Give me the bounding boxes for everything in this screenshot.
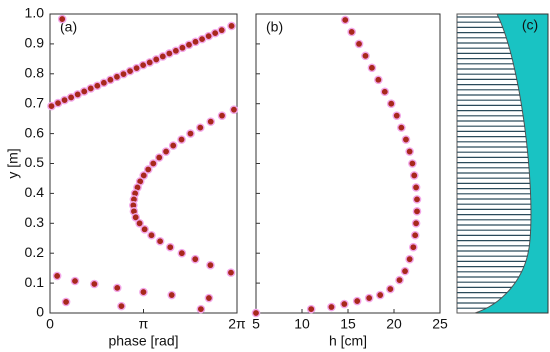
data-point xyxy=(386,99,396,108)
data-point xyxy=(140,224,149,234)
y-tick-label: 0.1 xyxy=(25,274,45,290)
data-point xyxy=(401,135,411,144)
data-point xyxy=(386,284,395,294)
data-point xyxy=(340,15,350,25)
data-point xyxy=(161,147,171,156)
y-tick-label: 0.6 xyxy=(25,124,45,140)
data-point xyxy=(340,299,349,309)
data-point xyxy=(375,290,385,300)
data-point xyxy=(117,301,126,311)
data-point xyxy=(395,275,404,285)
x-tick-label: 25 xyxy=(432,316,448,332)
data-point xyxy=(217,111,227,120)
data-point xyxy=(411,218,421,228)
data-point xyxy=(147,230,156,240)
data-point xyxy=(411,183,421,192)
data-point xyxy=(405,147,414,156)
data-point xyxy=(227,21,236,31)
data-point xyxy=(306,304,316,314)
data-point xyxy=(196,304,206,314)
x-tick-label: 5 xyxy=(252,316,260,332)
y-tick-label: 0.5 xyxy=(25,154,45,170)
data-point xyxy=(70,276,80,286)
data-point xyxy=(380,87,390,97)
x-tick-label: 0 xyxy=(46,316,54,332)
data-point xyxy=(392,111,402,120)
y-tick-label: 0.4 xyxy=(25,184,45,200)
data-point xyxy=(397,123,406,132)
data-point xyxy=(195,123,205,132)
data-point xyxy=(206,117,216,126)
data-point xyxy=(251,308,261,318)
x-axis-label: phase [rad] xyxy=(108,333,178,349)
panel-label: (c) xyxy=(522,17,538,33)
data-point xyxy=(409,171,419,180)
x-tick-label: 15 xyxy=(340,316,356,332)
y-tick-label: 0 xyxy=(36,304,44,320)
data-point xyxy=(148,159,158,168)
data-point xyxy=(327,302,336,312)
data-point xyxy=(204,293,214,303)
data-point xyxy=(61,297,71,307)
data-point xyxy=(139,287,148,297)
x-tick-label: 20 xyxy=(386,316,402,332)
data-point xyxy=(374,75,383,85)
y-tick-label: 0.2 xyxy=(25,244,45,260)
data-point xyxy=(364,293,374,303)
data-point xyxy=(410,230,420,240)
y-tick-label: 1.0 xyxy=(25,5,45,21)
x-tick-label: 10 xyxy=(294,316,310,332)
x-tick-label: 2π xyxy=(228,316,246,332)
data-point xyxy=(143,165,153,174)
y-axis-label: y [m] xyxy=(5,148,21,178)
data-point xyxy=(405,254,414,264)
data-point xyxy=(167,290,177,300)
data-point xyxy=(352,296,362,306)
data-point xyxy=(57,14,67,24)
x-tick-label: π xyxy=(139,316,149,332)
data-point xyxy=(400,266,410,276)
data-point xyxy=(354,39,364,49)
data-point xyxy=(217,25,227,35)
data-point xyxy=(112,283,122,293)
y-tick-label: 0.9 xyxy=(25,35,45,51)
data-point xyxy=(190,254,200,264)
data-point xyxy=(226,268,236,277)
data-point xyxy=(154,153,164,162)
data-point xyxy=(347,27,356,37)
data-point xyxy=(131,213,141,222)
data-point xyxy=(409,242,418,252)
data-point xyxy=(135,218,144,228)
data-point xyxy=(165,242,175,252)
data-point xyxy=(168,141,178,150)
x-axis-label: h [cm] xyxy=(329,333,367,349)
data-point xyxy=(52,271,62,281)
panel-c-profile xyxy=(456,13,532,314)
panel-label: (b) xyxy=(266,19,283,35)
y-tick-label: 0.8 xyxy=(25,65,45,81)
y-tick-label: 0.3 xyxy=(25,214,45,230)
data-point xyxy=(177,248,187,258)
y-tick-label: 0.7 xyxy=(25,94,45,110)
data-point xyxy=(90,279,99,289)
data-point xyxy=(186,129,195,138)
data-point xyxy=(412,195,422,204)
data-point xyxy=(155,236,165,246)
data-point xyxy=(229,105,239,114)
data-point xyxy=(177,135,186,144)
data-point xyxy=(361,51,370,61)
data-point xyxy=(206,260,215,270)
data-point xyxy=(408,159,417,168)
data-point xyxy=(367,63,377,73)
data-point xyxy=(412,207,422,216)
